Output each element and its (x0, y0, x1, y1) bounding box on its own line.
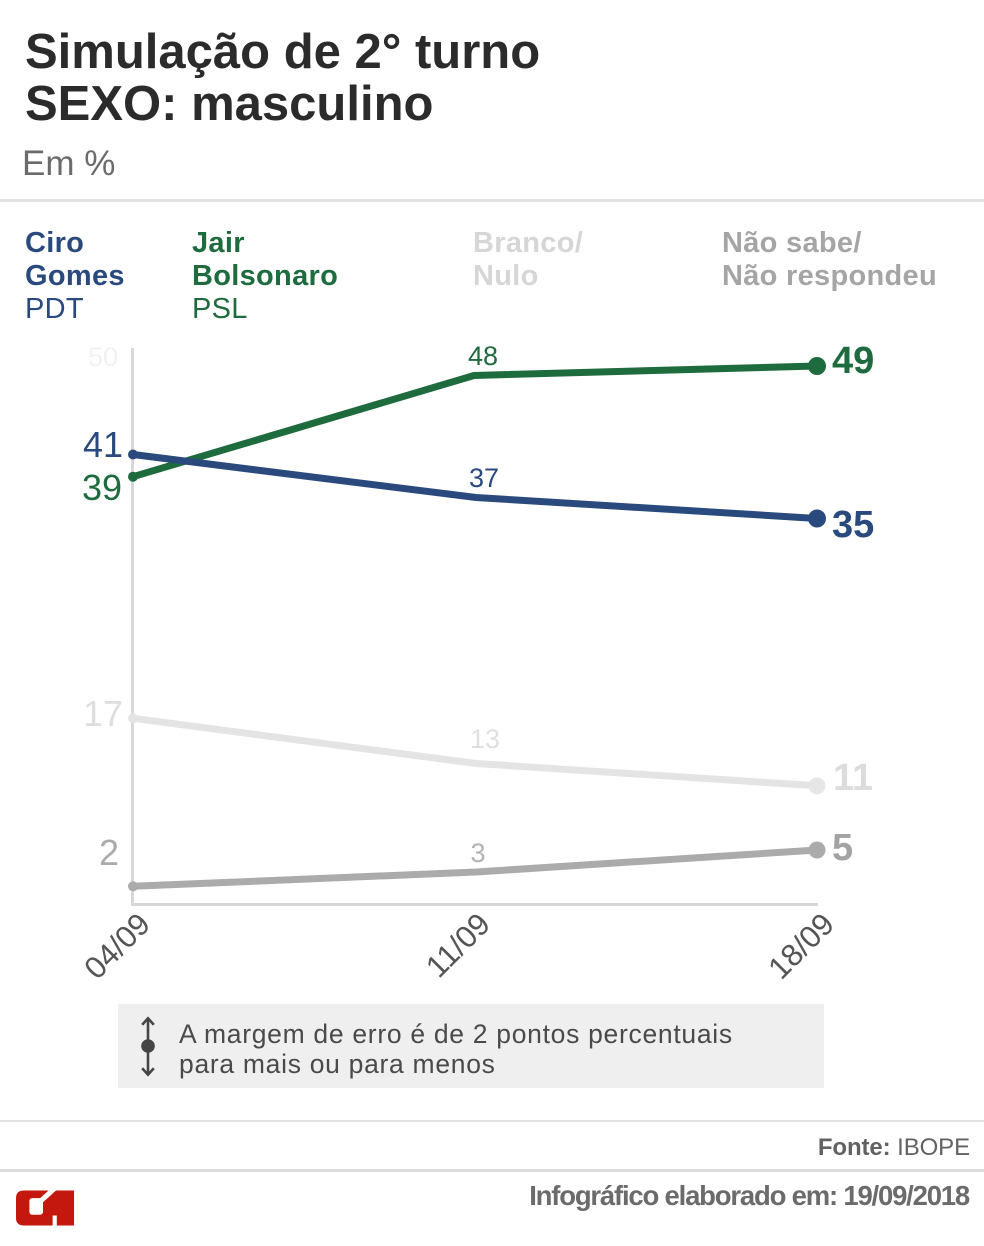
svg-text:37: 37 (469, 463, 499, 493)
svg-text:11: 11 (833, 757, 873, 799)
svg-text:50: 50 (88, 342, 118, 372)
svg-text:3: 3 (470, 838, 485, 868)
svg-text:49: 49 (832, 340, 874, 382)
svg-text:41: 41 (83, 424, 123, 465)
svg-text:17: 17 (83, 693, 123, 734)
svg-text:04/09: 04/09 (77, 906, 157, 986)
svg-text:39: 39 (82, 467, 122, 508)
svg-text:13: 13 (470, 724, 500, 754)
svg-text:48: 48 (468, 341, 498, 371)
svg-text:11/09: 11/09 (419, 906, 497, 984)
svg-text:35: 35 (832, 504, 874, 546)
svg-text:2: 2 (99, 832, 119, 873)
svg-text:18/09: 18/09 (761, 906, 841, 986)
svg-text:5: 5 (832, 827, 853, 869)
